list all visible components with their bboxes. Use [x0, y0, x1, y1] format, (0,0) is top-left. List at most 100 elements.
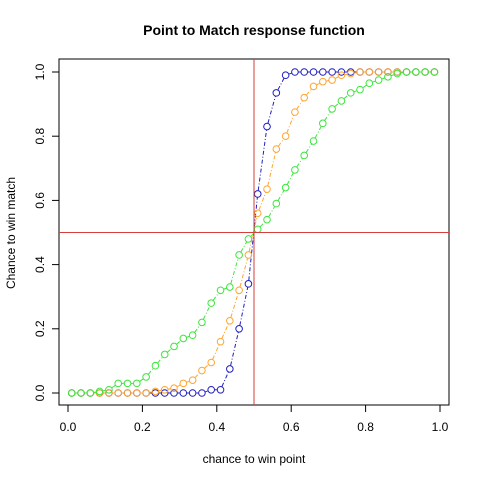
data-point	[356, 85, 364, 94]
data-point	[309, 137, 318, 145]
data-point	[328, 68, 336, 76]
data-point	[133, 379, 141, 388]
data-point	[281, 71, 290, 80]
y-axis-label: Chance to win match	[4, 177, 18, 289]
series-line-segment	[362, 84, 367, 89]
data-point	[346, 89, 355, 97]
data-point	[337, 68, 346, 76]
series-line-segment	[305, 143, 312, 153]
data-point	[430, 68, 439, 76]
data-point	[412, 68, 420, 76]
data-point	[235, 251, 243, 259]
data-point	[384, 73, 392, 81]
data-point	[179, 334, 188, 343]
data-point	[142, 373, 150, 381]
data-point	[393, 69, 402, 78]
series-line-segment	[239, 287, 249, 326]
data-point	[272, 199, 281, 208]
x-tick-label: 0.0	[60, 420, 77, 434]
series-line-segment	[343, 94, 349, 99]
series-line-segment	[334, 102, 340, 107]
series-line-segment	[139, 378, 144, 382]
series-line-segment	[286, 172, 294, 185]
series-line-segment	[176, 340, 181, 345]
series-line-segment	[372, 80, 376, 83]
series-line-segment	[391, 74, 394, 77]
series-line-segment	[239, 258, 248, 287]
series-layer	[67, 68, 439, 397]
data-point	[374, 76, 383, 84]
x-axis-label: chance to win point	[203, 452, 306, 466]
y-tick-label: 0.2	[33, 320, 47, 337]
data-point	[291, 166, 299, 174]
data-point	[123, 389, 132, 397]
data-point	[272, 145, 281, 153]
data-point	[421, 68, 429, 76]
x-tick-label: 0.2	[134, 420, 151, 434]
data-point	[291, 108, 299, 116]
data-point	[244, 280, 253, 288]
series-line-segment	[186, 380, 190, 383]
data-point	[151, 361, 160, 370]
reference-lines	[59, 59, 449, 405]
series-line-segment	[221, 323, 229, 339]
series-3	[67, 68, 439, 397]
y-tick-label: 0.4	[33, 256, 47, 273]
data-point	[235, 286, 243, 295]
series-line-segment	[194, 325, 201, 333]
data-point	[356, 68, 364, 76]
data-point	[86, 389, 95, 397]
data-point	[365, 79, 374, 88]
data-point	[263, 122, 271, 131]
series-line-segment	[316, 82, 320, 86]
series-line-segment	[314, 126, 322, 139]
data-point	[291, 68, 299, 76]
data-point	[309, 68, 318, 76]
series-line-segment	[148, 368, 154, 375]
series-line-segment	[248, 197, 258, 281]
data-point	[216, 286, 225, 295]
series-line-segment	[248, 216, 258, 252]
data-point	[384, 68, 392, 76]
series-line-segment	[286, 115, 295, 134]
data-point	[253, 225, 262, 234]
data-point	[235, 325, 243, 333]
series-line-segment	[324, 111, 331, 121]
data-point	[253, 190, 262, 198]
data-point	[281, 183, 290, 192]
data-point	[300, 68, 309, 76]
data-point	[374, 68, 383, 76]
data-point	[365, 68, 374, 76]
data-point	[198, 318, 206, 327]
data-point	[337, 97, 346, 105]
data-point	[226, 316, 234, 325]
series-line-segment	[157, 356, 163, 364]
x-tick-label: 1.0	[432, 420, 449, 434]
series-line-segment	[335, 76, 339, 79]
data-point	[67, 389, 76, 397]
series-line-segment	[223, 287, 227, 290]
series-line-segment	[167, 348, 172, 353]
y-axis: 0.0 0.2 0.4 0.6 0.8 1.0	[33, 63, 59, 401]
data-point	[179, 379, 188, 388]
x-tick-label: 0.6	[283, 420, 300, 434]
y-tick-label: 0.0	[33, 384, 47, 401]
data-point	[300, 93, 309, 102]
y-tick-label: 1.0	[33, 63, 47, 80]
data-point	[281, 132, 290, 140]
series-line-segment	[221, 372, 229, 387]
data-point	[226, 365, 234, 373]
data-point	[123, 379, 132, 388]
series-line-segment	[268, 206, 275, 217]
data-point	[170, 389, 178, 397]
data-point	[319, 77, 327, 86]
series-line-segment	[267, 96, 276, 124]
data-point	[337, 71, 346, 80]
series-line-segment	[111, 385, 116, 389]
data-point	[300, 151, 309, 160]
data-point	[95, 387, 104, 396]
data-point	[309, 82, 318, 91]
x-tick-label: 0.4	[208, 420, 225, 434]
x-axis: 0.0 0.2 0.4 0.6 0.8 1.0	[60, 405, 449, 434]
